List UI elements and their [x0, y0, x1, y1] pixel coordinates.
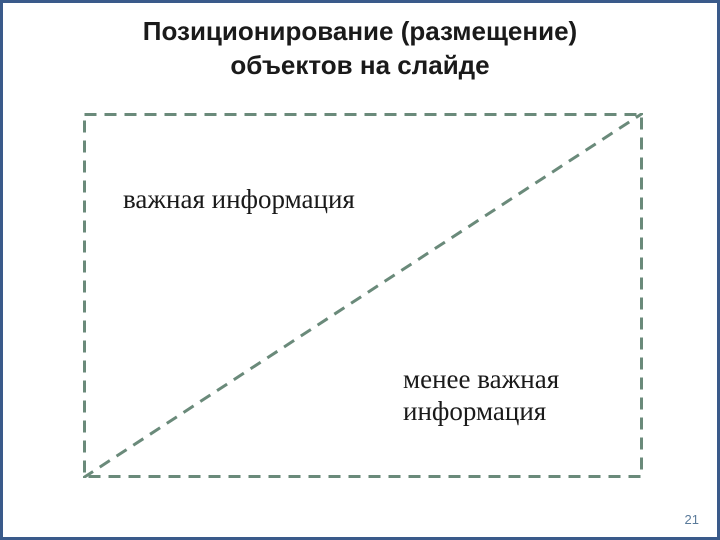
- label-secondary: менее важная информация: [403, 363, 559, 428]
- slide-container: Позиционирование (размещение) объектов н…: [0, 0, 720, 540]
- title-line2: объектов на слайде: [230, 50, 489, 80]
- label-secondary-line1: менее важная: [403, 364, 559, 394]
- page-number-value: 21: [685, 512, 699, 527]
- page-number: 21: [685, 512, 699, 527]
- label-secondary-line2: информация: [403, 396, 546, 426]
- label-primary: важная информация: [123, 183, 355, 215]
- title-line1: Позиционирование (размещение): [143, 16, 577, 46]
- label-primary-text: важная информация: [123, 184, 355, 214]
- slide-title: Позиционирование (размещение) объектов н…: [3, 3, 717, 83]
